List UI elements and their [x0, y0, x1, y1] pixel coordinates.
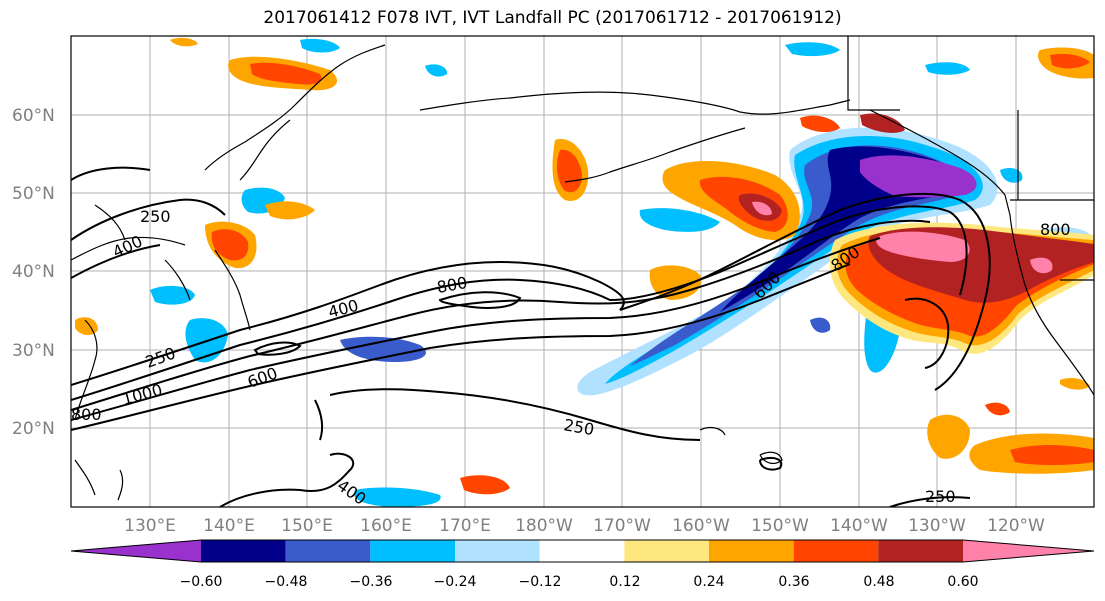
map-title: 2017061412 F078 IVT, IVT Landfall PC (20…	[263, 8, 842, 28]
colorbar-segment	[539, 540, 625, 562]
lon-label: 160°W	[672, 516, 730, 536]
colorbar-tick-label: 0.60	[947, 574, 978, 590]
colorbar-ticks: −0.60 −0.48 −0.36 −0.24 −0.12 0.12 0.24 …	[180, 574, 979, 590]
map-frame	[70, 35, 1095, 508]
contour-label: 800	[1040, 220, 1071, 239]
coastlines	[71, 36, 1094, 501]
ivt-contours	[71, 166, 991, 507]
colorbar-segment	[370, 540, 455, 562]
lon-label: 170°E	[439, 516, 491, 536]
colorbar-tick-label: 0.36	[778, 574, 809, 590]
lon-label: 120°W	[987, 516, 1045, 536]
colorbar-tick-label: −0.60	[180, 574, 223, 590]
lon-label: 150°W	[751, 516, 809, 536]
colorbar: −0.60 −0.48 −0.36 −0.24 −0.12 0.12 0.24 …	[70, 539, 1095, 590]
colorbar-tick-label: 0.12	[609, 574, 640, 590]
colorbar-tick-label: −0.36	[350, 574, 393, 590]
colorbar-tick-label: −0.24	[434, 574, 477, 590]
colorbar-segment	[624, 540, 709, 562]
colorbar-segment	[285, 540, 371, 562]
colorbar-segment	[793, 540, 879, 562]
longitude-labels: 130°E 140°E 150°E 160°E 170°E 180°W 170°…	[124, 516, 1045, 536]
lon-label: 130°W	[908, 516, 966, 536]
lat-label: 30°N	[12, 341, 55, 361]
contour-label: 250	[140, 207, 171, 226]
lon-label: 180°W	[515, 516, 573, 536]
lat-label: 20°N	[12, 419, 55, 439]
colorbar-tick-label: −0.48	[265, 574, 308, 590]
lon-label: 170°W	[593, 516, 651, 536]
lat-label: 50°N	[12, 184, 55, 204]
colorbar-segment	[709, 540, 794, 562]
lon-label: 140°E	[203, 516, 255, 536]
lon-label: 150°E	[281, 516, 333, 536]
lon-label: 140°W	[830, 516, 888, 536]
lon-label: 160°E	[360, 516, 412, 536]
lat-label: 60°N	[12, 106, 55, 126]
colorbar-tick-label: −0.12	[519, 574, 562, 590]
colorbar-segments	[70, 539, 1095, 563]
colorbar-segment	[455, 540, 540, 562]
lon-label: 130°E	[124, 516, 176, 536]
contour-label: 250	[925, 487, 956, 506]
colorbar-tick-label: 0.48	[863, 574, 894, 590]
colorbar-tick-label: 0.24	[693, 574, 724, 590]
colorbar-segment	[878, 540, 963, 562]
lat-label: 40°N	[12, 262, 55, 282]
colorbar-segment	[963, 540, 1094, 562]
colorbar-outline	[70, 539, 1095, 563]
contour-label: 800	[71, 405, 102, 424]
latitude-labels: 60°N 50°N 40°N 30°N 20°N	[12, 106, 55, 439]
colorbar-segment	[71, 540, 201, 562]
colorbar-segment	[201, 540, 286, 562]
negative-pc-shading	[150, 38, 1094, 507]
positive-pc-shading	[75, 37, 1094, 495]
